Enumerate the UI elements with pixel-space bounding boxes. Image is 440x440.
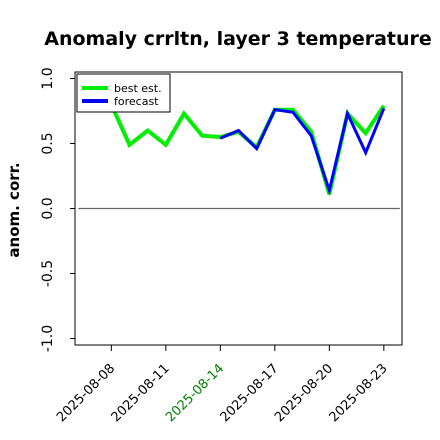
y-axis-label: anom. corr. xyxy=(5,162,23,257)
legend: best est. forecast xyxy=(76,73,171,113)
x-tick-label: 2025-08-23 xyxy=(327,361,391,425)
y-tick-label: 0.0 xyxy=(40,197,56,219)
y-tick-label: 1.0 xyxy=(40,67,56,89)
legend-label-forecast: forecast xyxy=(114,95,159,108)
series-line-forecast xyxy=(219,107,386,196)
y-tick-label: 0.5 xyxy=(40,132,56,154)
series-line-best-est xyxy=(109,103,386,195)
chart-title: Anomaly crrltn, layer 3 temperature xyxy=(44,28,432,50)
y-tick-label: -0.5 xyxy=(40,260,56,287)
legend-label-best-est: best est. xyxy=(114,82,162,95)
y-tick-label: -1.0 xyxy=(40,325,56,352)
axis-ticks: -1.0-0.50.00.51.02025-08-082025-08-11202… xyxy=(40,67,391,425)
legend-box xyxy=(76,73,171,113)
series-layer xyxy=(109,103,386,196)
